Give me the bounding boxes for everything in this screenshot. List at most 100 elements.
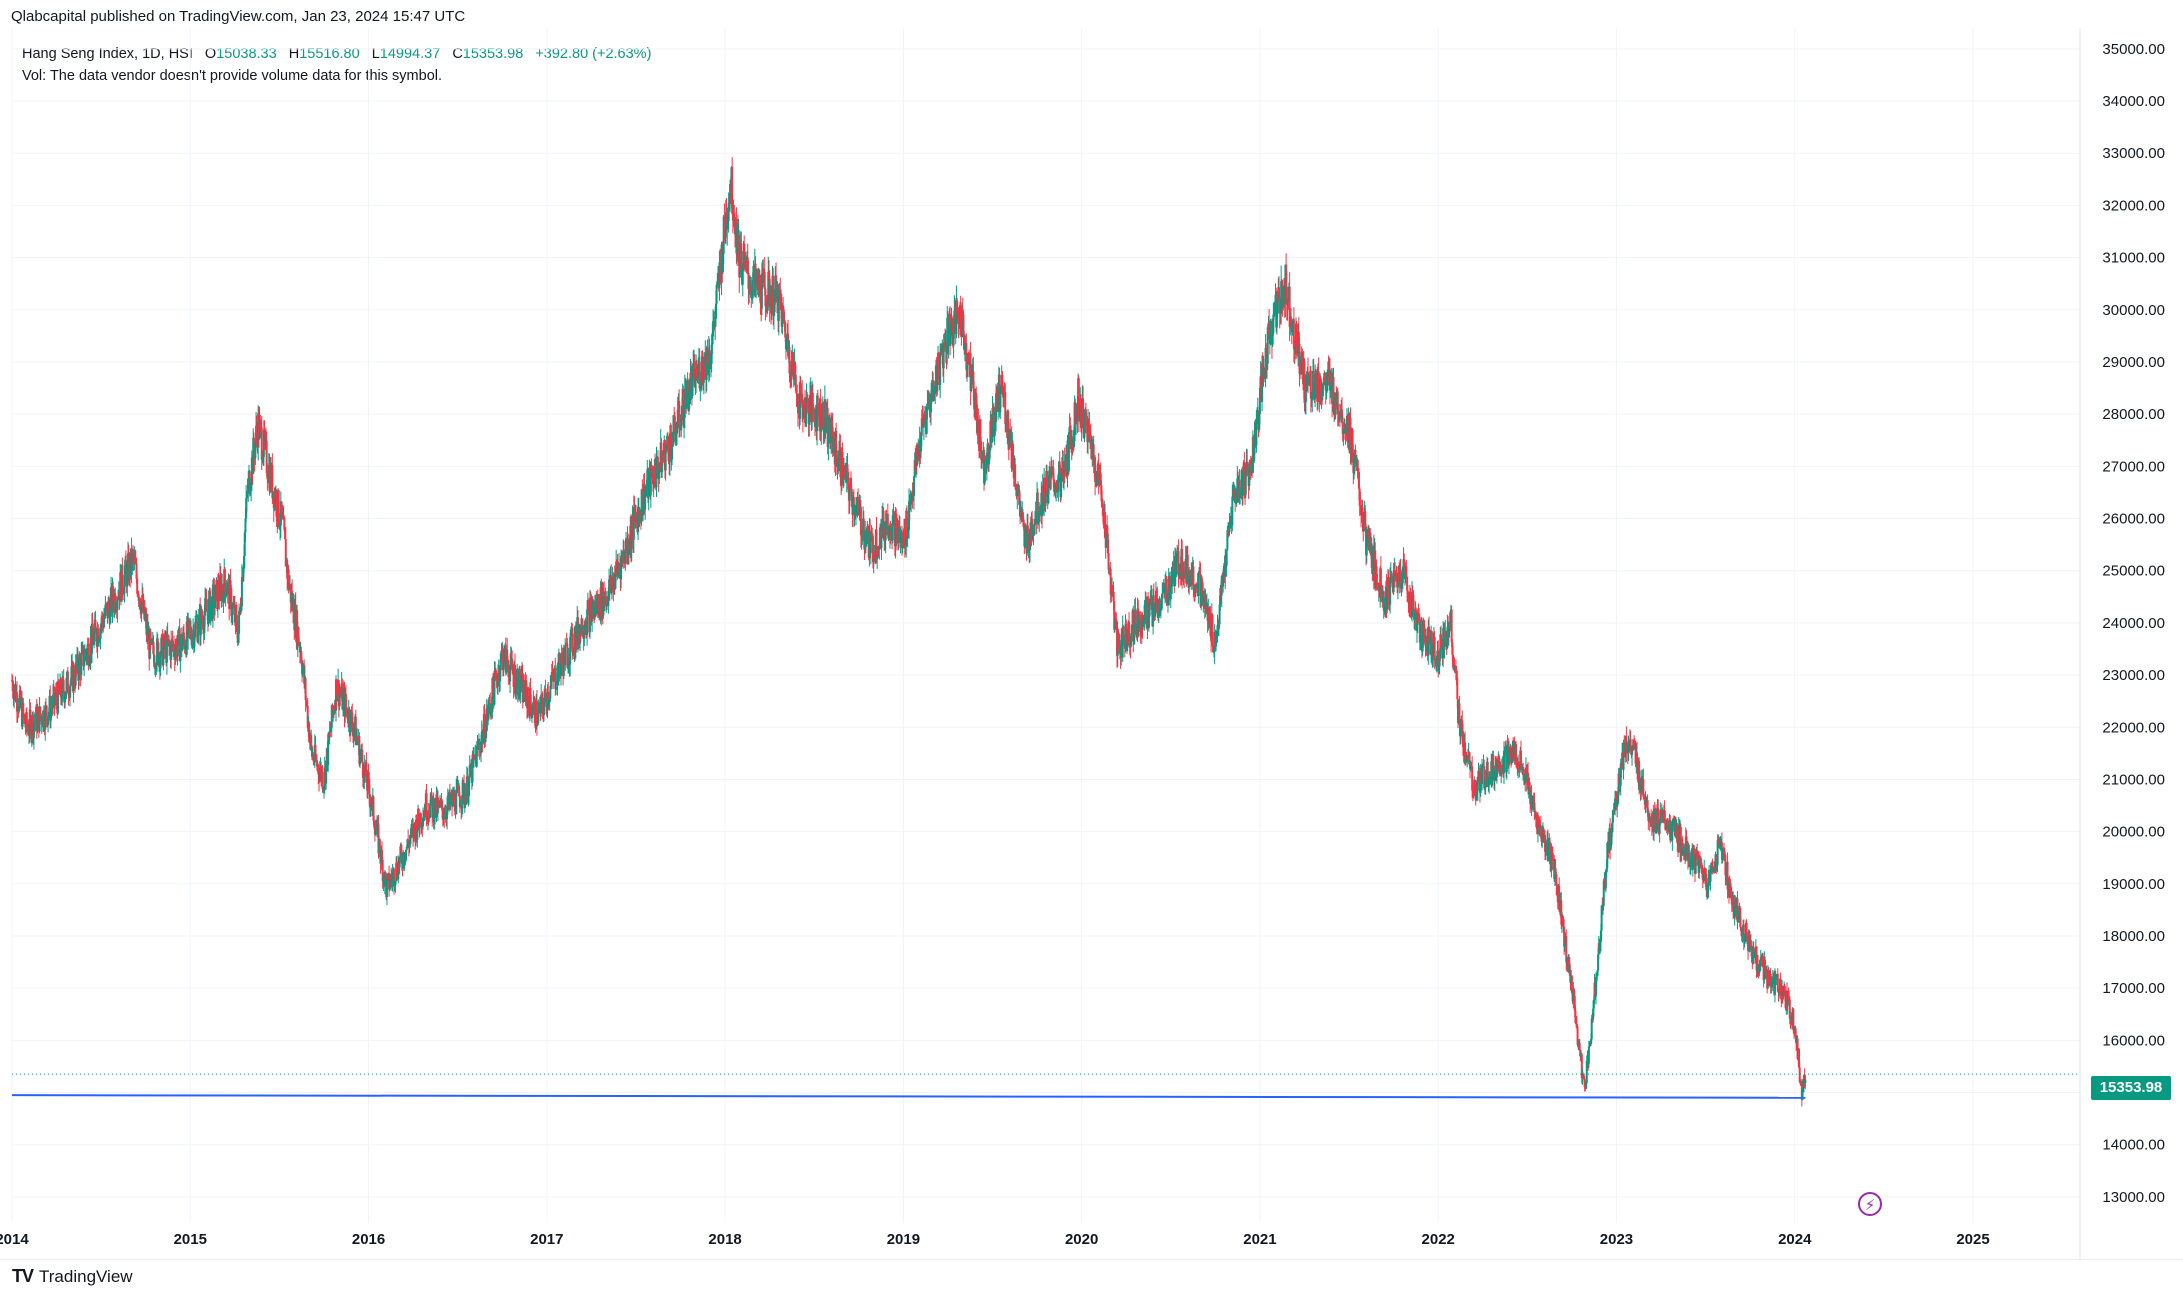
candle-body xyxy=(1565,936,1568,963)
candle-body xyxy=(90,623,93,654)
candle-body xyxy=(1400,585,1403,589)
candle-body xyxy=(848,489,851,501)
candle-body xyxy=(191,636,194,646)
candle-body xyxy=(264,437,267,441)
candle-body xyxy=(321,771,324,790)
candle-body xyxy=(1024,530,1027,547)
low-label: L xyxy=(371,46,380,62)
candle-body xyxy=(1354,449,1357,457)
candle-body xyxy=(205,601,208,612)
price-chart[interactable]: 13000.0014000.0015000.0016000.0017000.00… xyxy=(0,28,2183,1260)
candle-body xyxy=(1563,926,1566,947)
candle-body xyxy=(666,435,669,447)
candle-body xyxy=(691,368,694,396)
candle-body xyxy=(1660,810,1663,813)
candle-body xyxy=(121,564,124,592)
candle-body xyxy=(634,511,637,518)
candle-body xyxy=(1450,609,1453,643)
candle-body xyxy=(1659,810,1662,824)
candle-body xyxy=(1613,810,1616,812)
ohlc-row: Hang Seng Index, 1D, HSI O15038.33 H1551… xyxy=(22,43,651,65)
candle-body xyxy=(507,665,510,677)
candle-body xyxy=(962,314,965,335)
y-tick-label: 14000.00 xyxy=(2102,1137,2165,1154)
chart-frame[interactable]: 13000.0014000.0015000.0016000.0017000.00… xyxy=(0,28,2183,1260)
candle-body xyxy=(310,734,313,747)
candle-body xyxy=(224,583,227,596)
candle-body xyxy=(27,732,30,735)
candle-body xyxy=(706,347,709,365)
candle-body xyxy=(372,796,375,821)
candle-body xyxy=(1716,840,1719,865)
candle-body xyxy=(886,513,889,533)
candle-body xyxy=(455,789,458,815)
candle-body xyxy=(584,630,587,632)
candle-body xyxy=(1743,941,1746,943)
symbol-name[interactable]: Hang Seng Index, 1D, HSI xyxy=(22,46,193,62)
candle-body xyxy=(934,388,937,395)
candle-body xyxy=(1248,463,1251,486)
candle-body xyxy=(624,549,627,564)
candle-body xyxy=(936,365,939,392)
candle-body xyxy=(374,829,377,835)
candle-body xyxy=(1658,823,1661,834)
candle-body xyxy=(28,709,31,733)
candle-body xyxy=(1599,930,1602,942)
candle-body xyxy=(630,526,633,550)
candle-body xyxy=(1188,579,1191,588)
candle-body xyxy=(1724,855,1727,876)
candle-body xyxy=(882,510,885,539)
candle-body xyxy=(29,709,32,717)
candle-body xyxy=(380,849,383,860)
candle-body xyxy=(782,305,785,310)
candle-body xyxy=(1080,406,1083,428)
candle-body xyxy=(1249,463,1252,465)
candle-body xyxy=(1007,410,1010,437)
candle-body xyxy=(1000,386,1003,394)
candle-body xyxy=(375,829,378,831)
candle-body xyxy=(932,381,935,400)
candle-body xyxy=(995,393,998,422)
candle-body xyxy=(998,374,1001,413)
candle-body xyxy=(1087,421,1090,443)
y-tick-label: 26000.00 xyxy=(2102,511,2165,528)
candle-body xyxy=(331,704,334,715)
candle-body xyxy=(155,665,158,670)
candle-body xyxy=(893,511,896,515)
candle-body xyxy=(1181,548,1184,580)
candle-body xyxy=(772,312,775,317)
candle-body xyxy=(1194,586,1197,594)
candle-body xyxy=(651,475,654,485)
candle-body xyxy=(83,650,86,662)
candle-body xyxy=(1515,744,1518,762)
candle-body xyxy=(458,796,461,808)
candle-body xyxy=(1285,286,1288,305)
candle-body xyxy=(565,643,568,645)
candle-body xyxy=(1664,820,1667,830)
candle-body xyxy=(81,647,84,653)
candle-body xyxy=(622,552,625,560)
candle-body xyxy=(449,799,452,805)
candle-body xyxy=(662,455,665,457)
candle-body xyxy=(1370,543,1373,568)
candle-body xyxy=(547,699,550,705)
candle-body xyxy=(1428,637,1431,641)
candle-body xyxy=(808,414,811,424)
candle-body xyxy=(1443,631,1446,647)
candle-body xyxy=(1022,519,1025,524)
candle-body xyxy=(543,688,546,702)
candle-body xyxy=(1604,870,1607,889)
candle-body xyxy=(1406,590,1409,593)
candle-body xyxy=(928,400,931,409)
y-tick-label: 23000.00 xyxy=(2102,667,2165,684)
candle-body xyxy=(598,595,601,616)
candle-body xyxy=(303,664,306,684)
candle-body xyxy=(1134,609,1137,624)
candle-body xyxy=(678,400,681,427)
candle-body xyxy=(1701,865,1704,874)
candle-body xyxy=(1241,472,1244,496)
candle-body xyxy=(1057,475,1060,492)
candle-body xyxy=(1418,618,1421,643)
candle-body xyxy=(1647,810,1650,821)
candle-body xyxy=(975,404,978,434)
